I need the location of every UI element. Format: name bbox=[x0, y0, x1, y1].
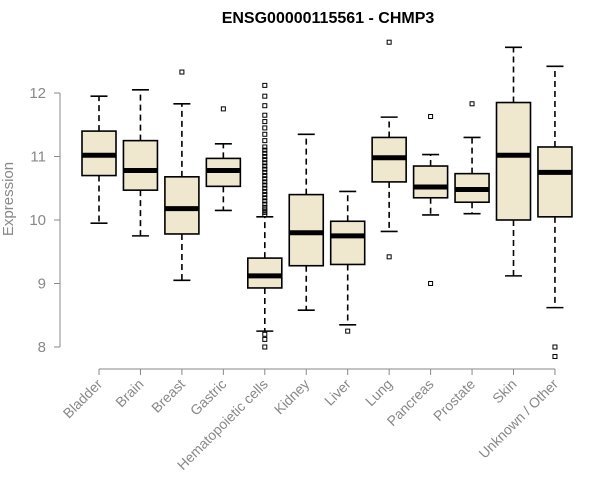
x-tick-label: Unknown / Other bbox=[475, 376, 561, 462]
y-tick-label: 12 bbox=[29, 85, 46, 102]
outlier-point bbox=[262, 112, 268, 118]
outlier-point bbox=[262, 147, 268, 153]
outlier-point bbox=[262, 157, 268, 163]
outlier-point bbox=[262, 201, 268, 207]
box-group bbox=[454, 101, 490, 215]
x-tick-label: Prostate bbox=[430, 376, 478, 424]
outlier-point bbox=[262, 119, 268, 125]
outlier-point bbox=[262, 331, 268, 337]
outlier-point bbox=[262, 336, 268, 342]
outlier-point bbox=[179, 69, 185, 75]
outlier-point bbox=[386, 254, 392, 260]
y-tick-label: 11 bbox=[30, 149, 46, 166]
outlier-point bbox=[262, 138, 268, 144]
outlier-point bbox=[262, 344, 268, 350]
outlier-point bbox=[552, 354, 558, 360]
outlier-point bbox=[262, 195, 268, 201]
outlier-point bbox=[220, 106, 226, 112]
iqr-box bbox=[412, 165, 449, 199]
outlier-point bbox=[469, 101, 475, 107]
outlier-point bbox=[386, 39, 392, 45]
x-tick-label: Skin bbox=[489, 376, 520, 407]
outlier-point bbox=[428, 281, 434, 286]
box-group bbox=[81, 95, 117, 224]
outlier-point bbox=[552, 344, 558, 350]
iqr-box bbox=[122, 139, 159, 191]
outlier-point bbox=[262, 204, 268, 210]
outlier-point bbox=[262, 150, 268, 156]
iqr-box bbox=[537, 146, 573, 218]
y-ticks: 8 9 10 11 12 bbox=[29, 85, 60, 356]
outlier-point bbox=[262, 192, 268, 198]
iqr-box bbox=[288, 193, 325, 267]
iqr-box bbox=[164, 176, 200, 235]
outlier-point bbox=[262, 166, 268, 172]
y-axis-label: Expression bbox=[0, 162, 17, 236]
y-tick-label: 9 bbox=[38, 276, 46, 293]
x-tick-label: Liver bbox=[321, 376, 354, 409]
outlier-point bbox=[262, 169, 268, 175]
outlier-point bbox=[262, 207, 268, 213]
outlier-point bbox=[262, 125, 268, 131]
outlier-point bbox=[262, 131, 268, 137]
box-series bbox=[81, 39, 573, 360]
outlier-point bbox=[262, 185, 268, 191]
box-group bbox=[247, 82, 283, 350]
iqr-box bbox=[495, 101, 532, 221]
outlier-point bbox=[262, 144, 268, 150]
x-tick-label: Brain bbox=[112, 376, 146, 410]
outlier-point bbox=[262, 82, 268, 88]
box-group bbox=[329, 190, 366, 334]
box-group bbox=[122, 89, 159, 237]
y-tick-label: 10 bbox=[29, 212, 46, 229]
outlier-point bbox=[262, 154, 268, 159]
outlier-point bbox=[262, 182, 268, 188]
outlier-point bbox=[262, 173, 268, 179]
outlier-point bbox=[262, 93, 268, 99]
outlier-point bbox=[262, 160, 268, 166]
box-group bbox=[495, 46, 532, 277]
outlier-point bbox=[262, 176, 268, 182]
iqr-box bbox=[247, 257, 283, 289]
x-tick-label: Breast bbox=[148, 376, 188, 416]
outlier-point bbox=[262, 209, 268, 215]
outlier-point bbox=[428, 113, 434, 119]
outlier-point bbox=[262, 103, 268, 109]
box-group bbox=[288, 133, 325, 311]
iqr-box bbox=[329, 220, 366, 266]
outlier-point bbox=[262, 188, 268, 194]
box-group bbox=[205, 106, 242, 212]
x-tick-label: Kidney bbox=[271, 376, 313, 418]
y-tick-label: 8 bbox=[38, 339, 46, 356]
outlier-point bbox=[262, 198, 268, 204]
box-group bbox=[371, 39, 407, 260]
x-tick-label: Lung bbox=[362, 376, 395, 409]
outlier-point bbox=[262, 212, 268, 218]
outlier-point bbox=[262, 163, 268, 169]
chart-title: ENSG00000115561 - CHMP3 bbox=[222, 10, 435, 27]
x-tick-label: Bladder bbox=[60, 376, 106, 422]
outlier-point bbox=[262, 179, 268, 185]
box-group bbox=[537, 65, 573, 360]
box-group bbox=[412, 113, 449, 286]
box-group bbox=[164, 69, 200, 282]
outlier-point bbox=[345, 328, 351, 334]
